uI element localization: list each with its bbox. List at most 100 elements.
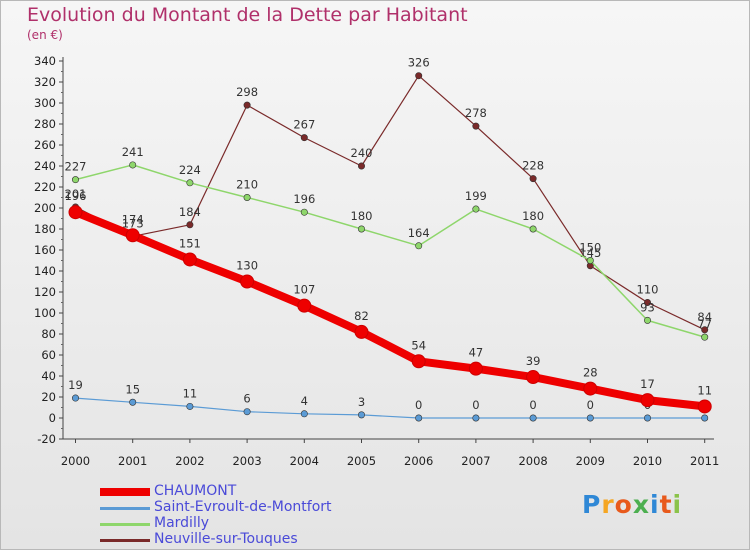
data-point (472, 122, 480, 130)
y-tick-label: 200 (34, 201, 56, 215)
data-point (701, 326, 709, 334)
data-point (643, 414, 651, 422)
data-label: 4 (301, 394, 308, 408)
data-label: 145 (579, 246, 601, 260)
y-tick-label: 0 (49, 411, 56, 425)
data-label: 228 (522, 159, 544, 173)
data-point (129, 398, 137, 406)
y-tick-label: 320 (34, 75, 56, 89)
data-point (129, 161, 137, 169)
data-label: 110 (637, 283, 659, 297)
data-label: 278 (465, 106, 487, 120)
data-point (472, 205, 480, 213)
y-tick-label: 340 (34, 54, 56, 68)
data-point (300, 134, 308, 142)
x-tick-label: 2007 (461, 454, 490, 468)
logo-letter: t (659, 490, 673, 519)
data-label: 77 (697, 317, 712, 331)
data-point (643, 298, 651, 306)
data-point (529, 175, 537, 183)
data-point (300, 410, 308, 418)
y-tick-label: 20 (41, 390, 56, 404)
data-point (526, 370, 541, 385)
data-point (125, 228, 140, 243)
data-label: 173 (122, 216, 144, 230)
data-label: 93 (640, 300, 655, 314)
series-line (71, 208, 709, 411)
data-label: 298 (236, 85, 258, 99)
y-tick-label: 160 (34, 243, 56, 257)
data-point (583, 381, 598, 396)
data-label: 326 (408, 56, 430, 70)
x-tick-label: 2002 (175, 454, 204, 468)
legend-swatch (100, 506, 150, 510)
data-point (701, 414, 709, 422)
y-tick-label: 40 (41, 369, 56, 383)
logo-letter: P (582, 490, 602, 519)
data-label: 28 (583, 366, 598, 380)
y-tick-label: 220 (34, 180, 56, 194)
data-point (415, 242, 423, 250)
data-label: 210 (236, 178, 258, 192)
data-label: 84 (697, 310, 712, 324)
legend-label: Mardilly (154, 515, 210, 531)
chart-unit: (en €) (27, 28, 63, 42)
data-label: 47 (469, 346, 484, 360)
data-point (243, 101, 251, 109)
x-tick-label: 2008 (518, 454, 547, 468)
data-label: 180 (522, 209, 544, 223)
data-point (643, 316, 651, 324)
y-tick-label: 60 (41, 348, 56, 362)
data-point (411, 354, 426, 369)
logo-letter: i (672, 490, 683, 519)
data-point (415, 72, 423, 80)
data-label: 174 (122, 212, 144, 226)
data-point (243, 194, 251, 202)
data-label: 19 (68, 378, 83, 392)
x-tick-label: 2006 (404, 454, 433, 468)
data-point (297, 298, 312, 313)
data-point (182, 252, 197, 267)
data-label: 224 (179, 163, 201, 177)
data-label: 82 (354, 309, 369, 323)
series-line (74, 164, 706, 338)
logo-letter: o (614, 490, 633, 519)
y-tick-label: 140 (34, 264, 56, 278)
data-label: 151 (179, 236, 201, 250)
data-point (586, 256, 594, 264)
data-label: 199 (465, 189, 487, 203)
legend-swatch (100, 522, 150, 526)
data-label: 11 (697, 383, 712, 397)
legend-swatch (100, 488, 150, 496)
series-mardilly: 227 241 224 210 196 180 164 199 180 150 93 77 (65, 145, 712, 341)
data-point (415, 414, 423, 422)
data-label: 130 (236, 259, 258, 273)
data-point (468, 361, 483, 376)
y-tick-label: 80 (41, 327, 56, 341)
data-point (640, 393, 655, 408)
data-point (300, 208, 308, 216)
logo-letter: r (601, 490, 615, 519)
y-tick-label: 300 (34, 96, 56, 110)
data-point (72, 176, 80, 184)
logo-letter: i (650, 490, 660, 519)
data-point (186, 221, 194, 229)
data-point (357, 225, 365, 233)
y-tick-label: 120 (34, 285, 56, 299)
data-point (186, 402, 194, 410)
data-point (357, 162, 365, 170)
data-point (186, 179, 194, 187)
x-tick-label: 2003 (232, 454, 261, 468)
y-tick-label: 280 (34, 117, 56, 131)
data-point (240, 274, 255, 289)
data-label: 6 (243, 392, 250, 406)
data-label: 150 (579, 241, 601, 255)
data-point (697, 399, 712, 414)
data-label: 54 (411, 338, 426, 352)
data-label: 17 (640, 377, 655, 391)
logo-letter: x (632, 490, 650, 519)
y-tick-label: 260 (34, 138, 56, 152)
data-label: 196 (293, 192, 315, 206)
